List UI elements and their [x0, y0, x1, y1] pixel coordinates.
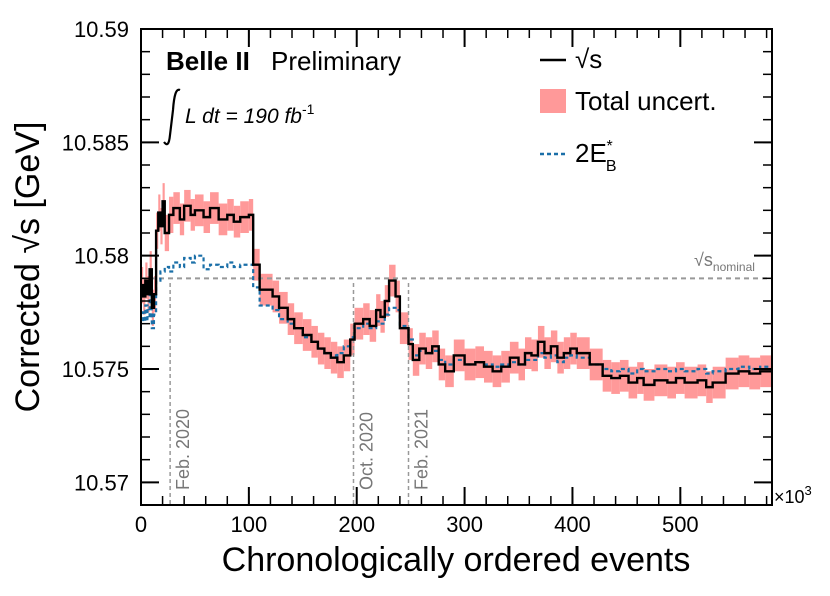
axes: 10.57 10.575 10.58 10.585 10.59 0 100 200 300 400… [62, 17, 772, 537]
x-tick-label: 400 [554, 512, 591, 537]
luminosity-text: L dt = 190 fb [185, 105, 302, 128]
luminosity-exp: -1 [302, 101, 315, 117]
marker-label: Feb. 2021 [412, 409, 432, 490]
period-markers: Feb. 2020 Oct. 2020 Feb. 2021 [169, 283, 432, 505]
legend-uncert-swatch [540, 89, 566, 113]
x-tick-label: 200 [338, 512, 375, 537]
legend-eb-sub: B [606, 158, 617, 175]
plot-frame [140, 28, 773, 506]
legend-eb-label: 2EB * [575, 138, 616, 175]
y-tick-label: 10.58 [74, 244, 129, 269]
x-tick-label: 500 [662, 512, 699, 537]
uncertainty-band [141, 183, 772, 403]
y-tick-label: 10.57 [74, 470, 129, 495]
status-label: Preliminary [271, 46, 401, 76]
x-tick-label: 300 [446, 512, 483, 537]
nominal-label: √snominal [694, 250, 755, 274]
experiment-label: Belle II [166, 46, 250, 76]
legend-eb-sup: * [606, 138, 612, 155]
nominal-label-sub: nominal [713, 260, 755, 274]
marker-label: Oct. 2020 [356, 412, 376, 490]
integral-sign [163, 88, 181, 146]
y-tick-label: 10.59 [74, 17, 129, 42]
legend: √s Total uncert. 2EB * [540, 44, 717, 175]
sqrt-s-line [141, 200, 772, 389]
x-tick-label: 0 [135, 512, 147, 537]
x-tick-label: 100 [231, 512, 268, 537]
y-tick-label: 10.575 [62, 357, 129, 382]
luminosity-label: L dt = 190 fb-1 [185, 101, 315, 128]
y-tick-label: 10.585 [62, 130, 129, 155]
x-multiplier-exp: 3 [805, 483, 812, 498]
eb-series [141, 254, 772, 375]
sqrt-s-series [141, 200, 772, 389]
legend-uncert-label: Total uncert. [575, 86, 717, 116]
x-multiplier-base: ×10 [774, 487, 805, 507]
marker-label: Feb. 2020 [173, 409, 193, 490]
x-axis-label: Chronologically ordered events [222, 541, 691, 579]
nominal-label-main: √s [694, 250, 713, 270]
legend-eb-main: 2E [575, 138, 607, 168]
eb-line [141, 254, 772, 375]
plot-area: Feb. 2020 Oct. 2020 Feb. 2021 [141, 183, 772, 505]
y-axis-label: Corrected √s [GeV] [9, 122, 47, 413]
x-multiplier: ×103 [774, 483, 812, 507]
legend-sqrt-s-label: √s [575, 44, 602, 74]
